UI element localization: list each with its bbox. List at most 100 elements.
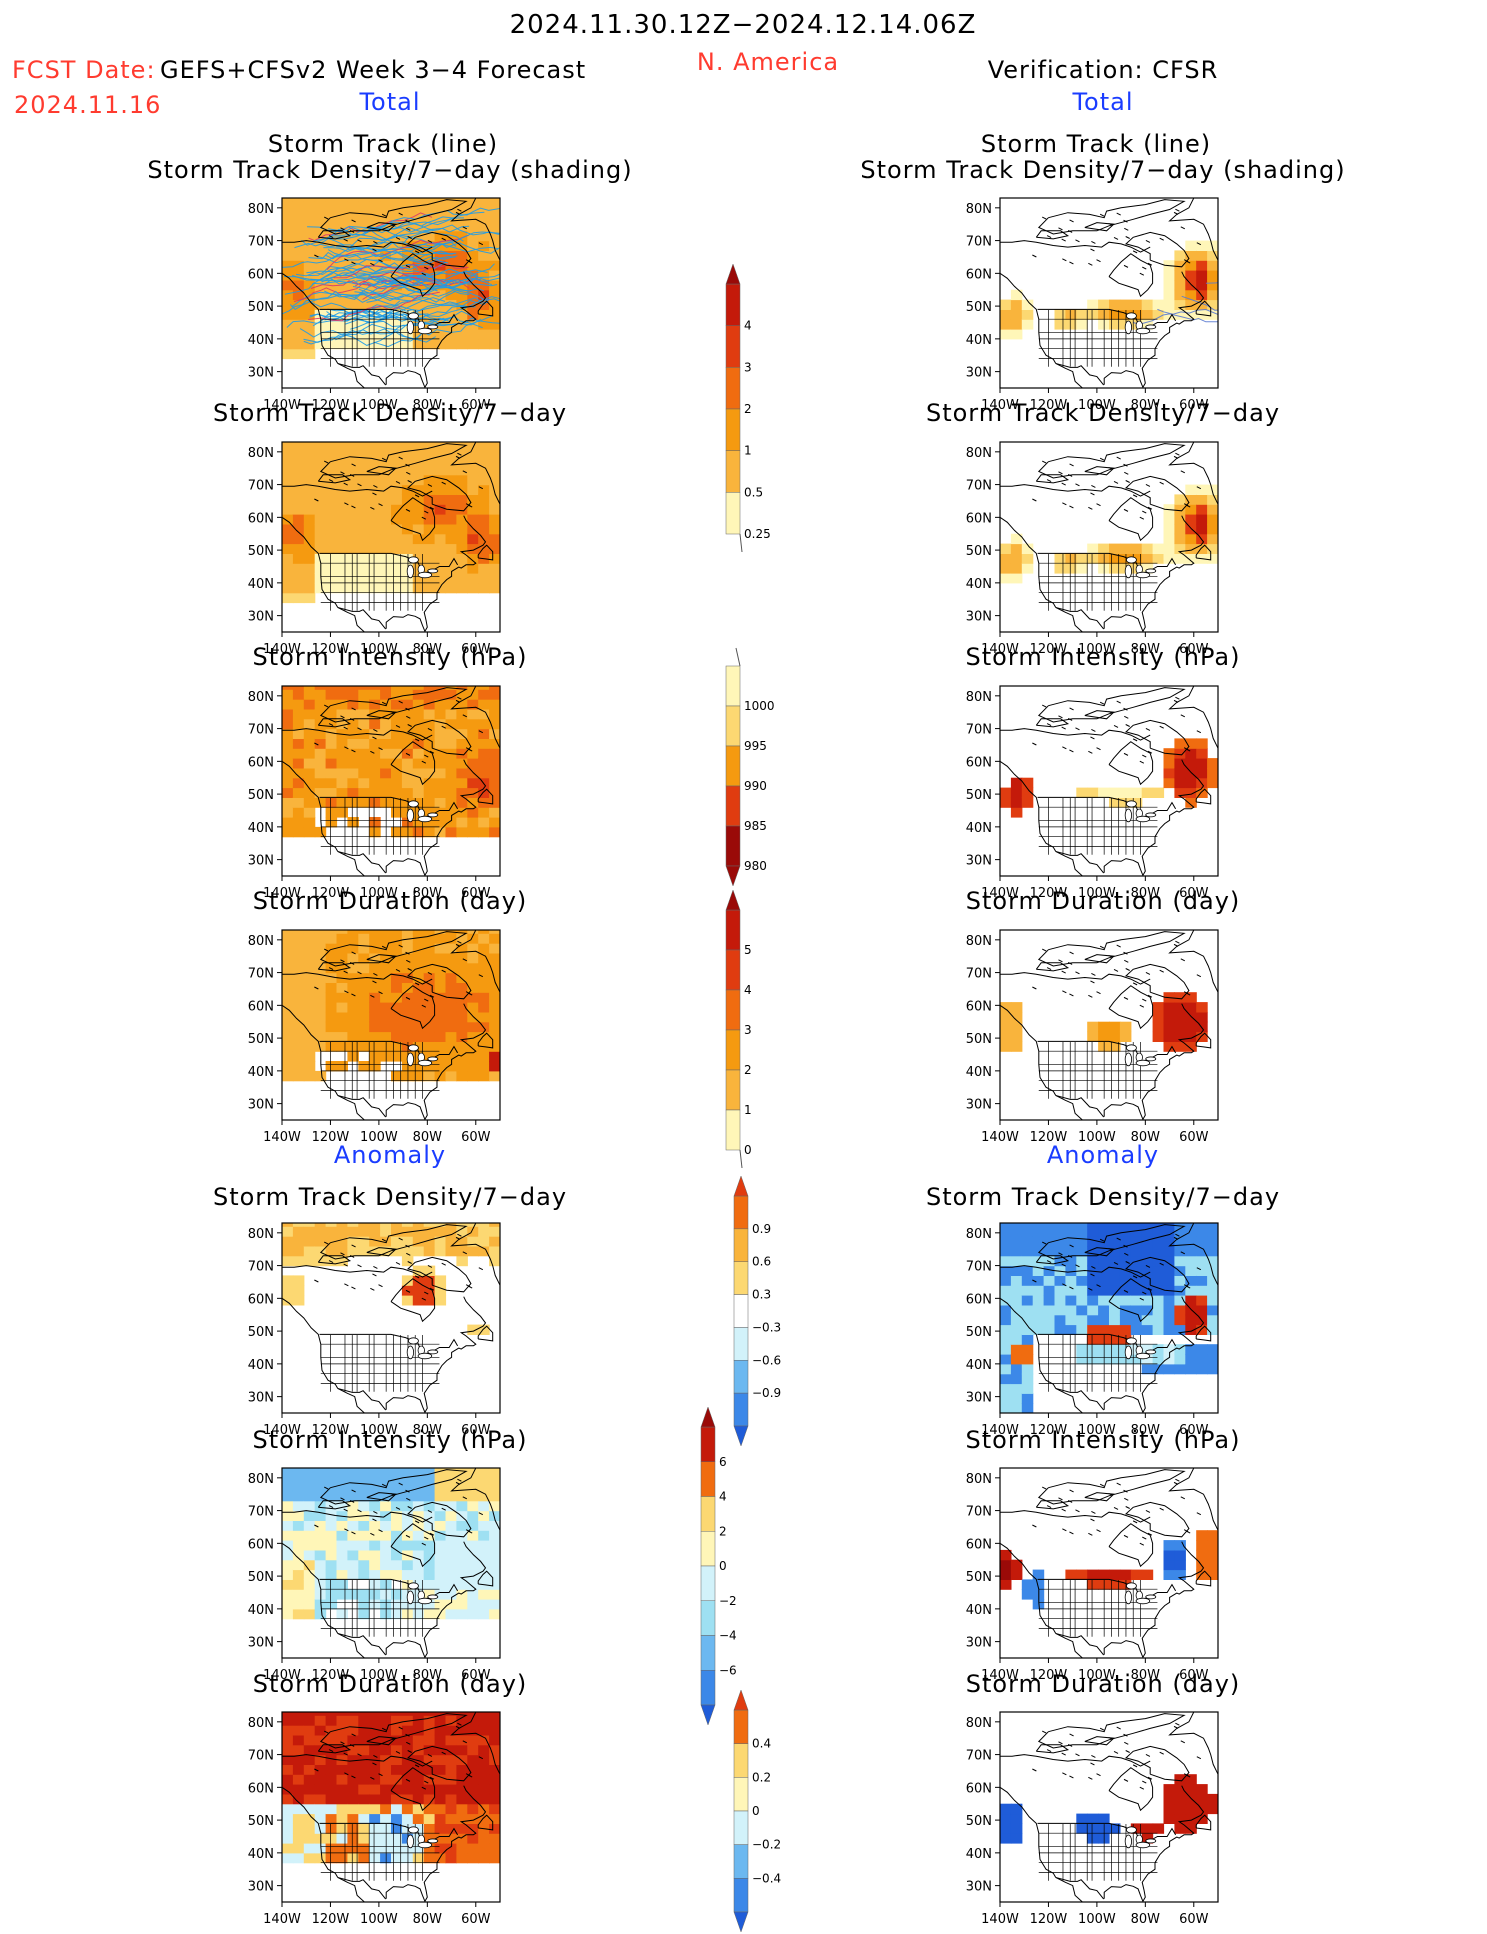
lon-label: 140W [981,642,1019,657]
colorbar-label: −0.9 [752,1386,781,1400]
lat-label: 50N [248,544,274,559]
anomaly-right-label: Anomaly [1046,1141,1160,1169]
lat-label: 60N [248,511,274,526]
lat-label: 50N [966,300,992,315]
lat-label: 30N [966,366,992,381]
lat-label: 50N [248,1325,274,1340]
lon-label: 120W [1030,886,1068,901]
lat-label: 40N [248,577,274,592]
colorbar-label: 0 [752,1804,760,1818]
lat-label: 50N [966,1814,992,1829]
lon-label: 80W [1131,1423,1161,1438]
colorbar-duration-total: 5 4 3 2 1 0 [725,890,752,1169]
lon-label: 60W [461,1668,491,1683]
colorbar-label: 985 [744,819,767,833]
colorbar-label: 1000 [744,699,775,713]
lon-label: 100W [1078,1130,1116,1145]
lon-label: 100W [1078,886,1116,901]
lat-label: 70N [248,1505,274,1520]
lat-label: 30N [966,1636,992,1651]
lat-label: 70N [966,1749,992,1764]
colorbar-label: −0.3 [752,1320,781,1334]
lon-label: 100W [360,1668,398,1683]
lon-label: 120W [1030,642,1068,657]
lon-label: 140W [981,398,1019,413]
lat-label: 50N [248,788,274,803]
lat-label: 50N [248,1570,274,1585]
lat-label: 50N [966,1032,992,1047]
colorbar-label: 980 [744,859,767,873]
colorbar-label: 5 [744,943,752,957]
lat-label: 70N [966,1505,992,1520]
colorbar-label: 0 [719,1559,727,1573]
lon-label: 80W [413,642,443,657]
lon-label: 120W [1030,1912,1068,1927]
title-density-total-right: Storm Track Density/7−day [925,399,1281,427]
total-right-label: Total [1072,88,1134,116]
lat-label: 70N [966,967,992,982]
map-duration-total-verification: 80N 70N 60N 50N 40N 30N 140W 120W 100W 80W 60W [966,929,1219,1145]
map-density-total-forecast: 80N 70N 60N 50N 40N 30N 140W 120W 100W 80W 60W [248,441,501,657]
map-intensity-anomaly-forecast: 80N 70N 60N 50N 40N 30N 140W 120W 100W 80W 60W [248,1467,501,1683]
colorbar-density-total: 4 3 2 1 0.5 0.25 [725,264,771,553]
title-track-density-shading-right: Storm Track Density/7−day (shading) [860,156,1346,184]
lon-label: 60W [1179,1130,1209,1145]
lat-label: 80N [248,1716,274,1731]
lon-label: 120W [312,1668,350,1683]
lon-label: 60W [1179,1668,1209,1683]
lat-label: 80N [966,690,992,705]
lat-label: 40N [248,821,274,836]
lat-label: 70N [248,479,274,494]
lat-label: 40N [966,333,992,348]
lon-label: 120W [312,886,350,901]
lon-label: 60W [1179,1912,1209,1927]
colorbar-label: 2 [744,402,752,416]
lon-label: 60W [1179,886,1209,901]
colorbar-label: 4 [744,319,752,333]
colorbar-label: 0.2 [752,1770,771,1784]
lat-label: 40N [248,1847,274,1862]
lon-label: 140W [263,398,301,413]
lat-label: 60N [248,1781,274,1796]
colorbar-intensity-anomaly: 6 4 2 0 −2 −4 −6 [700,1407,737,1725]
lat-label: 40N [248,1603,274,1618]
lon-label: 120W [312,1912,350,1927]
lat-label: 50N [966,788,992,803]
lat-label: 30N [966,1391,992,1406]
lon-label: 120W [312,1130,350,1145]
lon-label: 60W [1179,398,1209,413]
lat-label: 80N [248,446,274,461]
colorbar-label: 3 [744,360,752,374]
lon-label: 100W [360,1130,398,1145]
colorbar-label: 995 [744,739,767,753]
lon-label: 100W [360,886,398,901]
lon-label: 120W [312,398,350,413]
lon-label: 80W [1131,886,1161,901]
fcst-date-label: FCST Date: [12,56,156,84]
colorbar-label: 0.5 [744,485,763,499]
map-density-total-verification: 80N 70N 60N 50N 40N 30N 140W 120W 100W 80W 60W [966,441,1219,657]
lat-label: 80N [966,934,992,949]
lon-label: 60W [461,398,491,413]
colorbar-label: 0.4 [752,1737,771,1751]
lon-label: 140W [981,1668,1019,1683]
lon-label: 80W [413,1668,443,1683]
lat-label: 60N [966,1292,992,1307]
lat-label: 30N [966,854,992,869]
lon-label: 140W [981,1912,1019,1927]
lat-label: 50N [248,300,274,315]
lon-label: 100W [360,1423,398,1438]
colorbar-label: 0.9 [752,1222,771,1236]
lat-label: 40N [966,1847,992,1862]
lon-label: 80W [1131,1912,1161,1927]
title-intensity-anom-right: Storm Intensity (hPa) [965,1426,1241,1454]
lat-label: 40N [966,1603,992,1618]
lon-label: 140W [263,1912,301,1927]
lat-label: 70N [966,723,992,738]
lat-label: 60N [248,999,274,1014]
title-intensity-total-left: Storm Intensity (hPa) [252,643,528,671]
colorbar-label: 990 [744,779,767,793]
lat-label: 40N [966,1065,992,1080]
lon-label: 140W [263,886,301,901]
title-intensity-anom-left: Storm Intensity (hPa) [252,1426,528,1454]
